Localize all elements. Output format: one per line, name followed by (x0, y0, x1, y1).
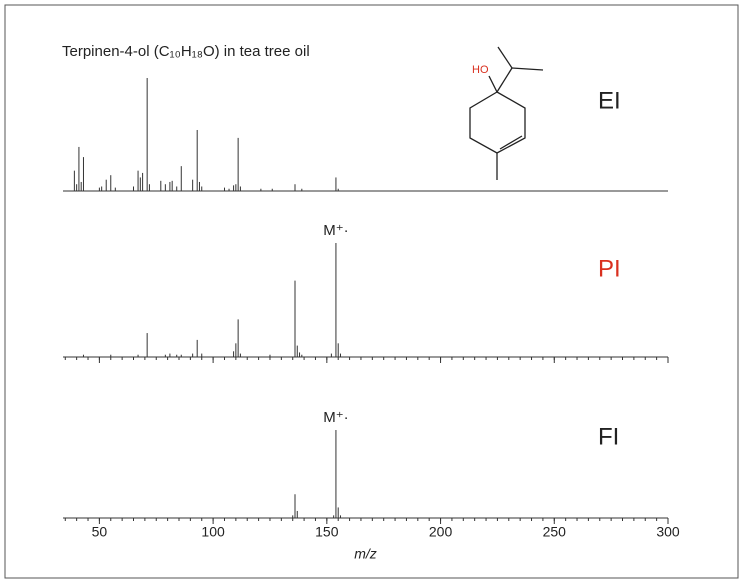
figure-title: Terpinen-4-ol (C₁₀H₁₈O) in tea tree oil (62, 43, 310, 60)
x-axis-label: m/z (354, 546, 377, 562)
structure (469, 46, 544, 180)
x-tick-label: 50 (92, 524, 108, 540)
annotation: M⁺· (323, 409, 348, 426)
x-tick-label: 200 (429, 524, 453, 540)
x-tick-label: 300 (656, 524, 680, 540)
annotation: M⁺· (323, 222, 348, 239)
x-tick-label: 100 (201, 524, 225, 540)
structure-label: HO (472, 64, 489, 76)
panel-label: EI (598, 87, 621, 114)
frame (4, 4, 739, 579)
x-tick-label: 150 (315, 524, 339, 540)
panel-label: PI (598, 255, 621, 282)
x-tick-label: 250 (543, 524, 567, 540)
panel-label: FI (598, 423, 619, 450)
